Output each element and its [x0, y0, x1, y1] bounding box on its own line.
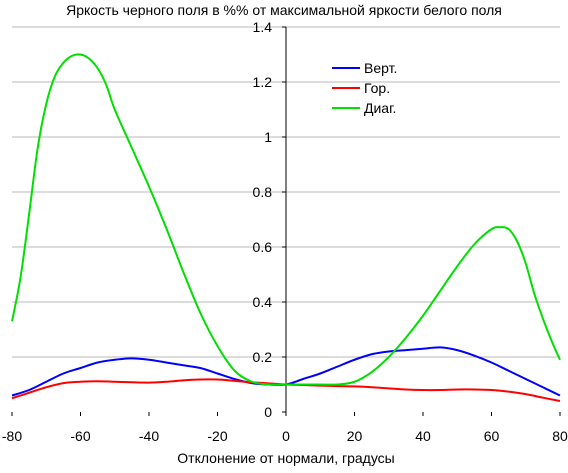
y-tick-label-5: 1	[264, 129, 272, 145]
x-tick-label-4: 0	[282, 428, 290, 444]
x-tick-label-6: 40	[415, 428, 431, 444]
x-tick-label-1: -60	[70, 428, 90, 444]
x-tick-label-5: 20	[347, 428, 363, 444]
y-tick-label-7: 1.4	[253, 19, 273, 35]
y-tick-labels: 0 0.2 0.4 0.6 0.8 1 1.2 1.4	[253, 19, 286, 420]
x-tick-label-0: -80	[2, 428, 22, 444]
chart-title: Яркость черного поля в %% от максимально…	[66, 2, 502, 18]
legend-label-1: Гор.	[364, 80, 390, 96]
series-line-2	[11, 53, 561, 386]
y-tick-label-0: 0	[264, 404, 272, 420]
x-tick-label-3: -20	[207, 428, 227, 444]
legend: Верт. Гор. Диаг.	[332, 60, 397, 116]
x-tick-label-2: -40	[139, 428, 159, 444]
y-tick-label-1: 0.2	[253, 349, 273, 365]
x-tick-labels: -80 -60 -40 -20 0 20 40 60 80	[2, 412, 568, 444]
x-axis-label: Отклонение от нормали, градусы	[177, 450, 394, 466]
y-tick-label-2: 0.4	[253, 294, 273, 310]
x-tick-label-8: 80	[552, 428, 568, 444]
series-lines	[11, 53, 561, 402]
y-tick-label-4: 0.8	[253, 184, 273, 200]
legend-label-0: Верт.	[364, 60, 397, 76]
x-tick-label-7: 60	[484, 428, 500, 444]
legend-label-2: Диаг.	[364, 100, 396, 116]
y-tick-label-6: 1.2	[253, 74, 273, 90]
y-tick-label-3: 0.6	[253, 239, 273, 255]
